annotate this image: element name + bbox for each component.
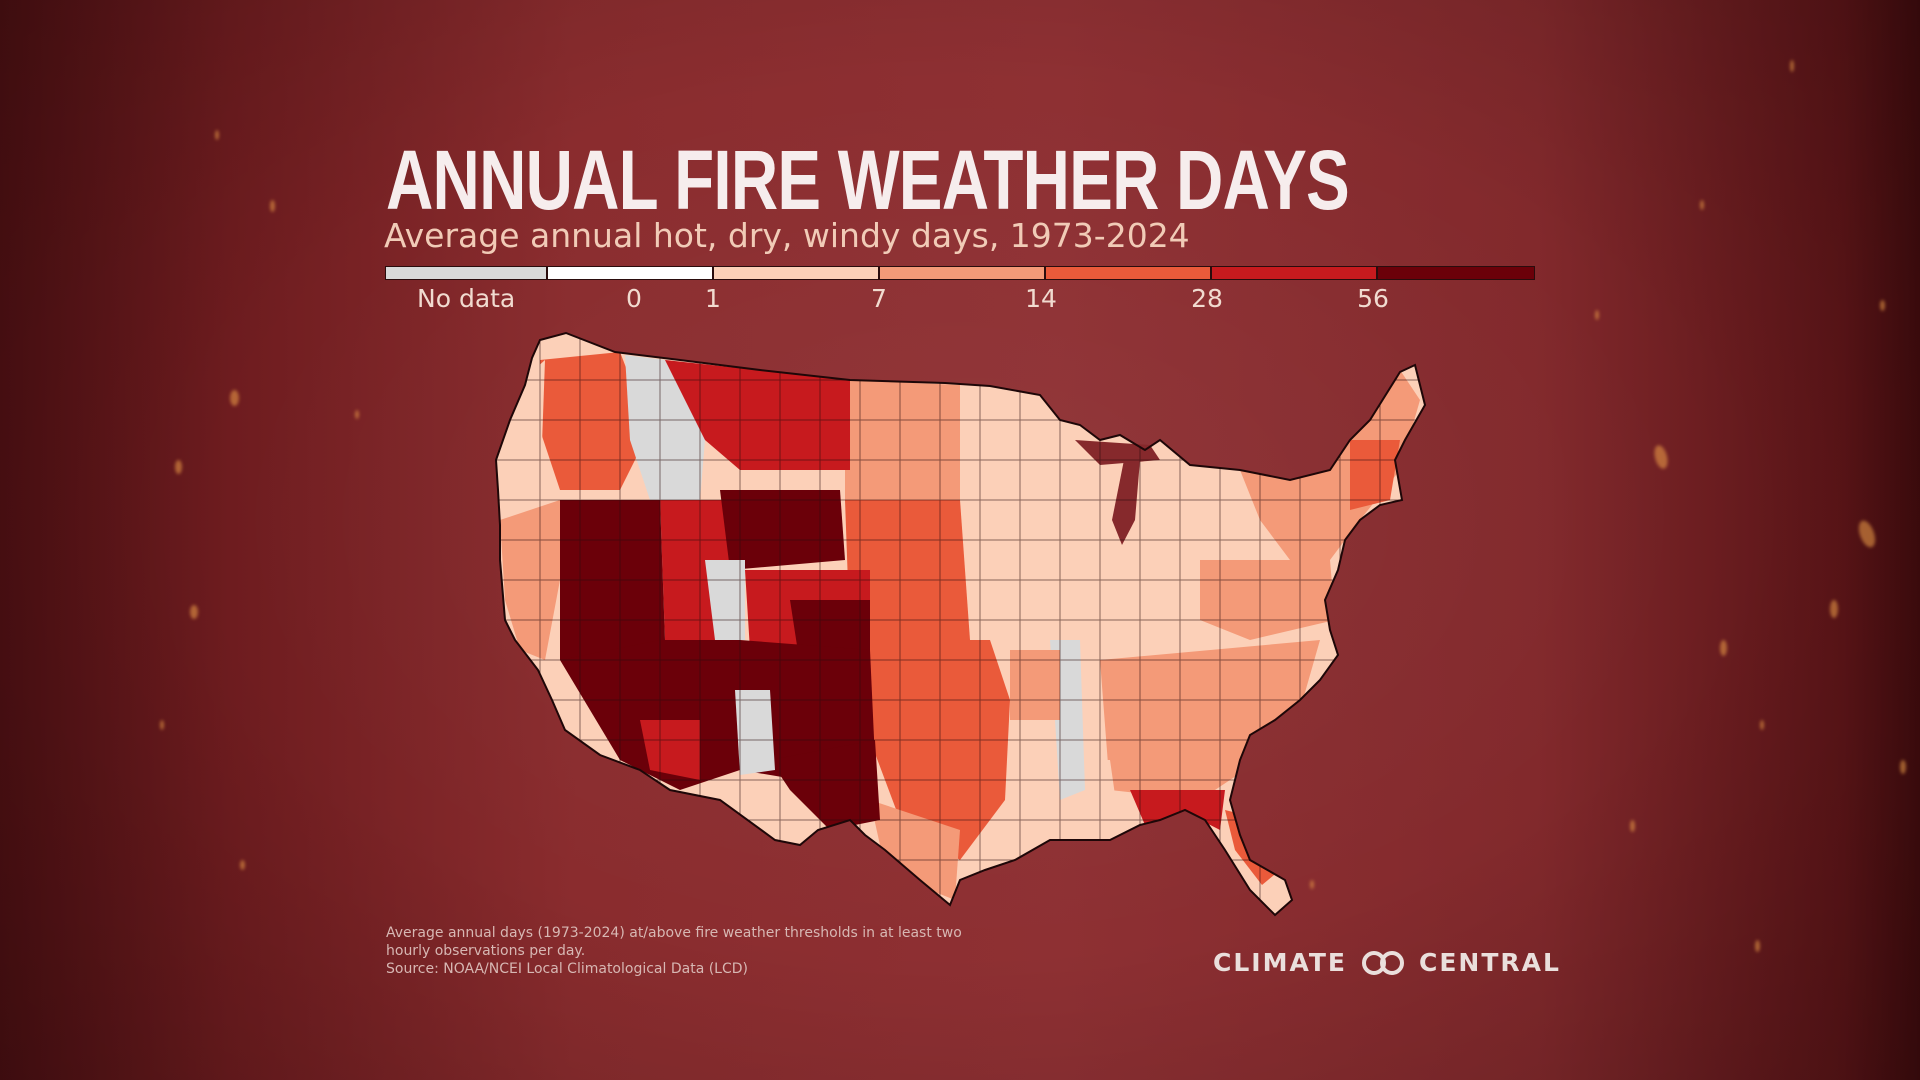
brand-word-left: CLIMATE <box>1213 948 1347 977</box>
legend-swatch-7 <box>879 266 1045 280</box>
region-new-mexico <box>740 640 875 780</box>
region-se-arizona <box>640 720 700 780</box>
region-south-texas <box>870 800 960 900</box>
color-legend: No data 0 1 7 14 28 56 <box>385 266 1535 326</box>
footnote: Average annual days (1973-2024) at/above… <box>386 924 1006 978</box>
footnote-method: Average annual days (1973-2024) at/above… <box>386 925 962 959</box>
legend-tick-label: 1 <box>705 284 721 313</box>
legend-swatch-0 <box>547 266 713 280</box>
region-washington-oregon <box>540 352 650 490</box>
map-subtitle: Average annual hot, dry, windy days, 197… <box>384 216 1190 255</box>
region-ozarks <box>1010 650 1060 720</box>
legend-tick-label: 56 <box>1357 284 1389 313</box>
climate-central-logo: CLIMATE CENTRAL <box>1213 948 1561 977</box>
county-grid <box>496 333 1425 915</box>
legend-swatch-no-data <box>385 266 547 280</box>
region-idaho <box>625 355 705 500</box>
region-kansas-nebraska <box>845 500 970 640</box>
legend-tick-label: 7 <box>871 284 887 313</box>
footnote-source: Source: NOAA/NCEI Local Climatological D… <box>386 961 748 977</box>
map-title: ANNUAL FIRE WEATHER DAYS <box>386 133 1350 227</box>
region-nm-nodata <box>735 690 775 775</box>
legend-tick-label: 0 <box>626 284 642 313</box>
legend-label-no-data: No data <box>417 284 516 313</box>
legend-swatch-28 <box>1211 266 1377 280</box>
region-west-texas <box>770 740 880 830</box>
legend-tick-label: 14 <box>1025 284 1057 313</box>
region-gulf-coast <box>1010 760 1120 845</box>
infinity-rings-icon <box>1362 950 1404 975</box>
legend-swatch-56 <box>1377 266 1535 280</box>
region-southeast <box>1100 640 1320 800</box>
region-wyoming <box>720 490 845 570</box>
us-outline <box>494 331 1427 917</box>
legend-swatch-14 <box>1045 266 1211 280</box>
region-northern-plains <box>845 380 960 500</box>
region-new-england-coast <box>1350 440 1400 510</box>
region-montana <box>665 360 850 470</box>
legend-tick-label: 28 <box>1191 284 1223 313</box>
legend-swatch-1 <box>713 266 879 280</box>
brand-word-right: CENTRAL <box>1419 948 1561 977</box>
